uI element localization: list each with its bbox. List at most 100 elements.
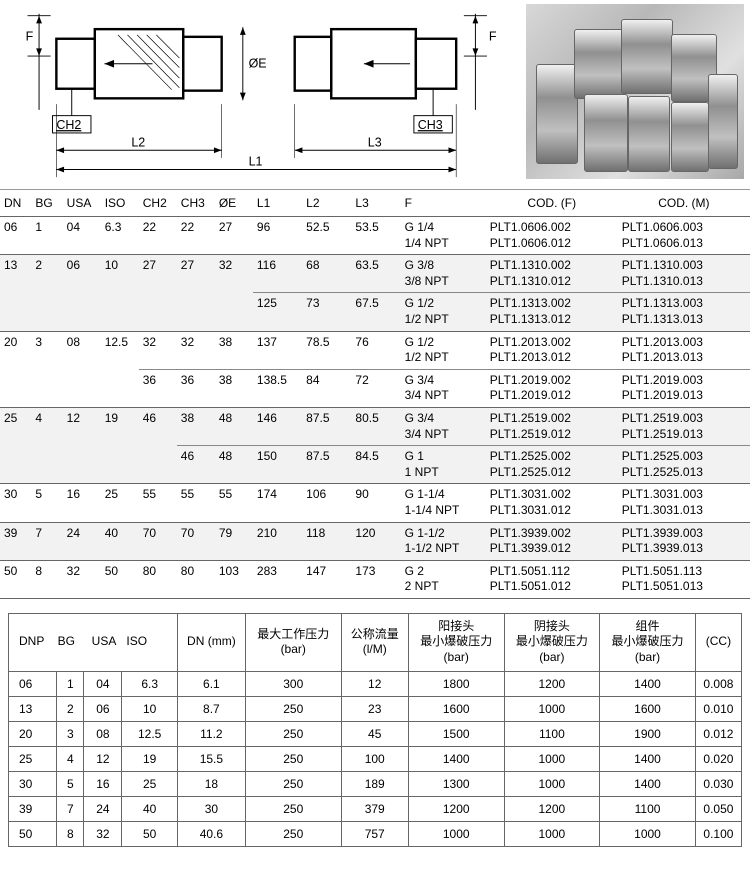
t1-cell: 55 [215,484,253,522]
t2-cell: 8.7 [177,696,245,721]
t1-cell: 27 [177,255,215,293]
t2-cell: 1300 [408,771,504,796]
t2-cell: 12 [341,671,408,696]
t1-cell: 13 [0,255,31,293]
t1-cell [63,369,101,407]
t1-cell: 120 [351,522,400,560]
t2-cell: 0.010 [695,696,741,721]
t1-cell [0,369,31,407]
t1-cell: PLT1.3031.003 PLT1.3031.013 [618,484,750,522]
t2-cell: 3 [57,721,84,746]
top-section: F CH2 ØE [0,0,750,190]
t2-cell: 25 [122,771,177,796]
t1-header: L1 [253,190,302,217]
t1-cell: 79 [215,522,253,560]
t1-cell: 32 [139,331,177,369]
t1-cell: 4 [31,407,62,445]
t1-cell: 50 [101,560,139,598]
t2-cell: 1200 [504,796,600,821]
t1-cell: 80 [139,560,177,598]
t1-cell: 06 [63,255,101,293]
t1-cell: 72 [351,369,400,407]
t1-cell: 32 [177,331,215,369]
t2-cell: 757 [341,821,408,846]
t1-cell: PLT1.2519.002 PLT1.2519.012 [486,407,618,445]
t1-cell [101,369,139,407]
t2-cell: 18 [177,771,245,796]
t1-cell: PLT1.3939.003 PLT1.3939.013 [618,522,750,560]
t2-cell: 32 [84,821,122,846]
t1-cell: 55 [139,484,177,522]
t2-cell: 40 [122,796,177,821]
t1-cell [0,293,31,331]
t2-header: DN (mm) [177,613,245,671]
t1-cell: 80 [177,560,215,598]
t1-header: COD. (M) [618,190,750,217]
t1-cell: 138.5 [253,369,302,407]
t1-header: BG [31,190,62,217]
t1-cell: 10 [101,255,139,293]
t2-cell: 15.5 [177,746,245,771]
t1-cell: G 3/4 3/4 NPT [401,369,486,407]
t2-cell: 13 [9,696,57,721]
t1-header: L3 [351,190,400,217]
t2-cell: 1 [57,671,84,696]
t2-cell: 1100 [600,796,696,821]
t1-cell: 70 [139,522,177,560]
t1-cell: 25 [0,407,31,445]
t1-header: DN [0,190,31,217]
t2-cell: 1800 [408,671,504,696]
t1-cell: 68 [302,255,351,293]
t2-cell: 7 [57,796,84,821]
t1-cell: G 1/2 1/2 NPT [401,293,486,331]
t1-cell: 20 [0,331,31,369]
t2-cell: 12.5 [122,721,177,746]
t1-cell: 50 [0,560,31,598]
table-row: 13206108.7250231600100016000.010 [9,696,742,721]
t2-cell: 1400 [600,671,696,696]
t1-cell: 1 [31,217,62,255]
t1-cell: 48 [215,446,253,484]
t2-cell: 1000 [504,696,600,721]
t1-cell [139,446,177,484]
t1-header: ØE [215,190,253,217]
t1-cell: 32 [215,255,253,293]
t2-cell: 04 [84,671,122,696]
t1-cell: PLT1.1310.002 PLT1.1310.012 [486,255,618,293]
table-row: 3051625182501891300100014000.030 [9,771,742,796]
t1-cell: 04 [63,217,101,255]
t2-cell: 1000 [504,746,600,771]
table-row: 3972440707079210118120G 1-1/2 1-1/2 NPTP… [0,522,750,560]
table-row: 464815087.584.5G 1 1 NPTPLT1.2525.002 PL… [0,446,750,484]
t1-cell: 36 [139,369,177,407]
t1-cell: 73 [302,293,351,331]
t1-header: L2 [302,190,351,217]
t1-cell: 27 [139,255,177,293]
t1-cell: 106 [302,484,351,522]
t2-cell: 25 [9,746,57,771]
t1-cell [31,293,62,331]
t1-cell: 210 [253,522,302,560]
t2-cell: 5 [57,771,84,796]
t1-cell: 08 [63,331,101,369]
t1-cell: 48 [215,407,253,445]
t1-cell: 78.5 [302,331,351,369]
t1-cell: 84 [302,369,351,407]
t1-cell: 147 [302,560,351,598]
t1-header: CH2 [139,190,177,217]
t1-cell: 52.5 [302,217,351,255]
t1-cell: 80.5 [351,407,400,445]
t2-cell: 8 [57,821,84,846]
t2-header: 最大工作压力 (bar) [245,613,341,671]
t1-cell: 173 [351,560,400,598]
specifications-table-2: DNP BG USA ISODN (mm)最大工作压力 (bar)公称流量 (l… [8,613,742,847]
t2-cell: 10 [122,696,177,721]
t1-cell: 118 [302,522,351,560]
t2-cell: 0.050 [695,796,741,821]
t2-cell: 2 [57,696,84,721]
label-f-right: F [489,30,497,44]
t1-cell [215,293,253,331]
t2-cell: 1200 [504,671,600,696]
t1-cell [0,446,31,484]
t1-cell: 38 [177,407,215,445]
